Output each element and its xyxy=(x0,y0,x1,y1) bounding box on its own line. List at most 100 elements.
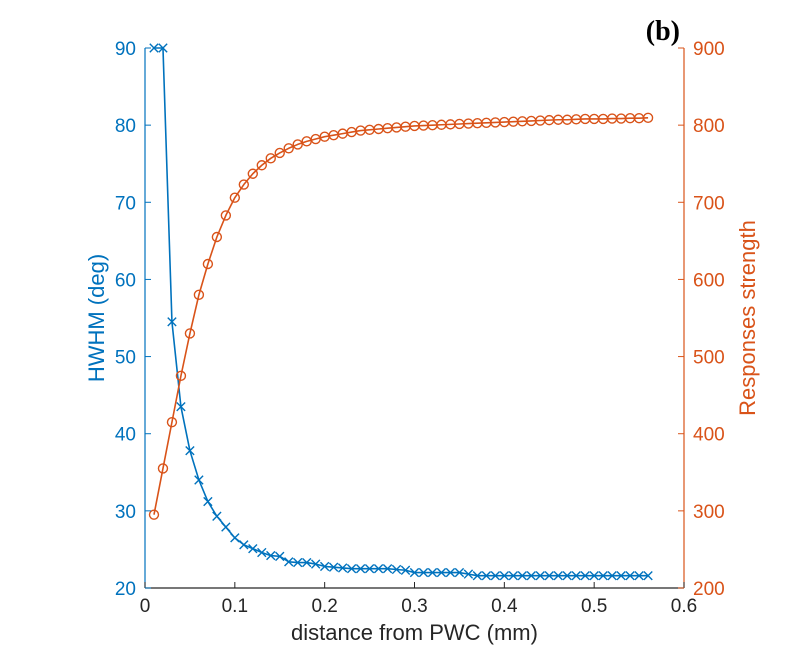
response-strength-point xyxy=(175,370,187,382)
left-y-tick-label: 30 xyxy=(115,502,136,523)
hwhm-point xyxy=(508,570,519,581)
hwhm-point xyxy=(400,565,411,575)
response-strength-point xyxy=(274,147,285,159)
response-strength-point xyxy=(238,179,250,190)
x-tick-label: 0.3 xyxy=(401,596,427,617)
x-tick-label: 0.4 xyxy=(491,596,518,617)
left-y-tick-label: 90 xyxy=(115,39,136,60)
hwhm-point xyxy=(598,570,608,581)
x-axis-title: distance from PWC (mm) xyxy=(291,620,538,645)
hwhm-series xyxy=(149,43,653,581)
response-strength-point xyxy=(265,153,276,164)
hwhm-point xyxy=(275,551,285,562)
hwhm-point xyxy=(463,569,474,579)
hwhm-point xyxy=(176,402,186,412)
hwhm-point xyxy=(418,567,429,578)
response-strength-point xyxy=(202,258,214,270)
x-tick-label: 0.1 xyxy=(222,596,248,617)
hwhm-point xyxy=(580,570,590,581)
right-y-tick-label: 800 xyxy=(693,116,725,137)
plot-area xyxy=(145,48,684,588)
hwhm-point xyxy=(319,561,330,572)
hwhm-point xyxy=(185,445,195,456)
panel-label: (b) xyxy=(646,16,680,47)
hwhm-point xyxy=(445,567,456,578)
left-y-axis-title: HWHM (deg) xyxy=(84,254,109,382)
response-strength-point xyxy=(283,143,294,154)
hwhm-point xyxy=(337,563,348,573)
right-y-tick-label: 900 xyxy=(693,39,725,60)
hwhm-point xyxy=(284,557,294,567)
response-strength-point xyxy=(229,192,241,203)
response-strength-point xyxy=(193,289,205,301)
hwhm-point xyxy=(257,547,267,558)
response-strength-point xyxy=(157,463,169,474)
hwhm-point xyxy=(490,570,501,581)
hwhm-point xyxy=(427,567,438,578)
hwhm-point xyxy=(391,564,402,575)
response-strength-point xyxy=(292,139,303,150)
hwhm-point xyxy=(248,543,258,554)
hwhm-point xyxy=(517,570,527,581)
hwhm-point xyxy=(355,564,366,574)
left-y-tick-label: 20 xyxy=(115,579,136,600)
hwhm-point xyxy=(544,570,554,581)
right-y-tick-label: 200 xyxy=(693,579,725,600)
hwhm-point xyxy=(239,540,249,550)
hwhm-point xyxy=(571,570,581,581)
response-strength-point xyxy=(256,160,267,171)
hwhm-point xyxy=(293,557,303,568)
left-y-tick-label: 60 xyxy=(115,270,136,291)
x-tick-label: 0.6 xyxy=(671,596,697,617)
hwhm-point xyxy=(634,570,644,581)
hwhm-point xyxy=(382,564,393,574)
hwhm-point xyxy=(625,570,635,581)
response-strength-point xyxy=(184,328,196,339)
hwhm-point xyxy=(526,570,536,581)
hwhm-point xyxy=(167,317,177,327)
ticks-layer: 0 0.1 0.2 0.3 0.4 0.5 0.6 20 30 40 50 60 70 80 90 200 30… xyxy=(115,39,725,617)
response-strength-point xyxy=(166,416,178,428)
hwhm-point xyxy=(346,564,357,574)
x-tick-label: 0.2 xyxy=(311,596,337,617)
hwhm-point xyxy=(158,43,168,53)
hwhm-point xyxy=(364,564,375,574)
x-tick-label: 0 xyxy=(140,596,151,617)
response-strength-point xyxy=(211,231,223,243)
hwhm-point xyxy=(266,550,276,561)
hwhm-point xyxy=(149,43,159,53)
response-strength-series xyxy=(148,112,654,520)
response-strength-point xyxy=(247,168,259,179)
hwhm-point xyxy=(643,570,653,581)
response-strength-point xyxy=(642,112,654,124)
hwhm-point xyxy=(481,570,492,581)
response-strength-point xyxy=(148,509,160,520)
hwhm-point xyxy=(328,562,339,572)
hwhm-point xyxy=(472,570,483,581)
left-y-tick-label: 50 xyxy=(115,348,136,369)
hwhm-point xyxy=(230,533,240,543)
x-tick-label: 0.5 xyxy=(581,596,607,617)
right-y-axis-title: Responses strength xyxy=(735,220,760,416)
hwhm-point xyxy=(562,570,572,581)
right-y-tick-label: 700 xyxy=(693,193,725,214)
left-y-tick-label: 40 xyxy=(115,425,136,446)
hwhm-point xyxy=(203,496,213,507)
hwhm-point xyxy=(436,567,447,578)
left-y-tick-label: 80 xyxy=(115,116,136,137)
hwhm-point xyxy=(310,559,321,569)
hwhm-point xyxy=(409,567,420,578)
hwhm-point xyxy=(302,557,312,568)
right-y-tick-label: 500 xyxy=(693,348,725,369)
hwhm-point xyxy=(212,511,222,521)
right-y-tick-label: 300 xyxy=(693,502,725,523)
hwhm-point xyxy=(454,567,465,578)
hwhm-point xyxy=(589,570,599,581)
hwhm-point xyxy=(535,570,545,581)
hwhm-point xyxy=(553,570,563,581)
hwhm-point xyxy=(607,570,617,581)
series-layer xyxy=(148,43,654,581)
right-y-tick-label: 400 xyxy=(693,425,725,446)
right-y-tick-label: 600 xyxy=(693,270,725,291)
